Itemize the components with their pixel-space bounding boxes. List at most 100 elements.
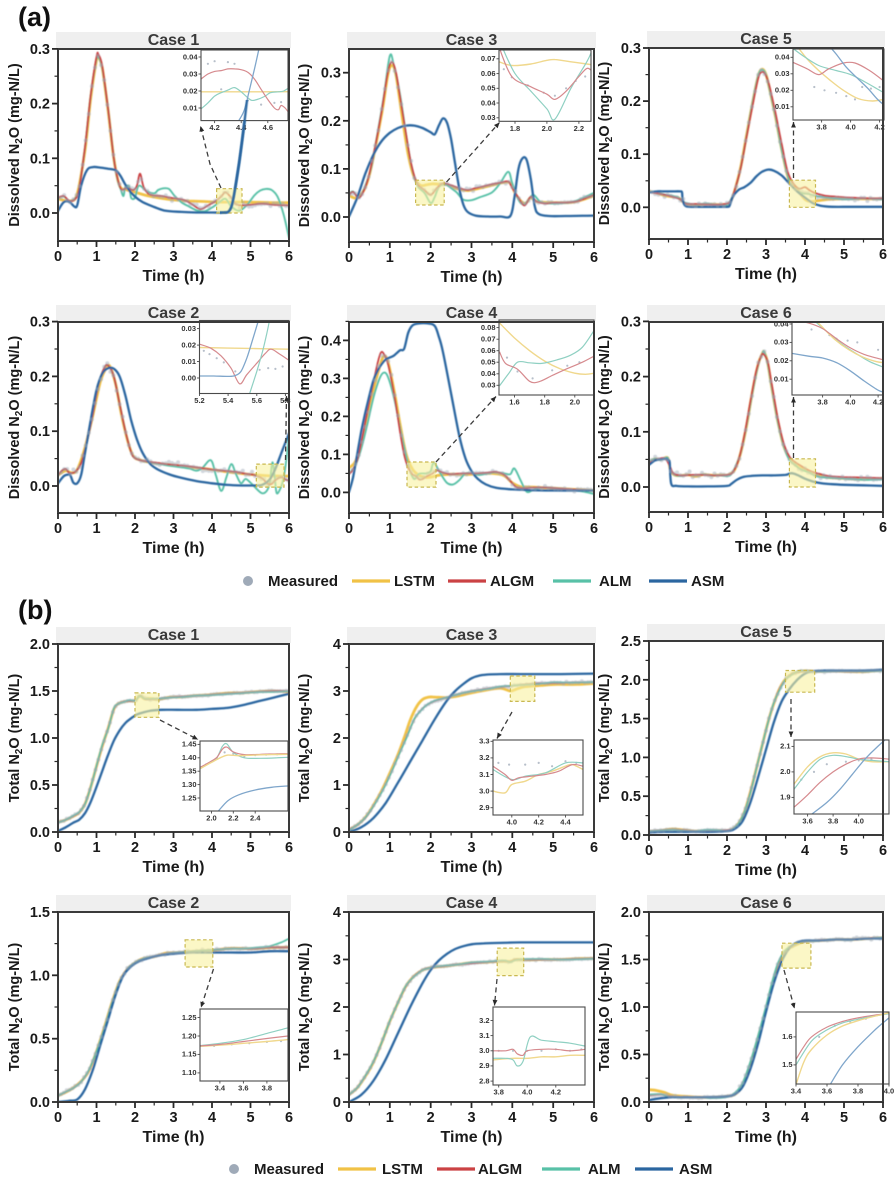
svg-text:0.0: 0.0 xyxy=(621,480,641,496)
svg-text:2: 2 xyxy=(131,840,139,856)
svg-text:0.1: 0.1 xyxy=(621,147,641,163)
svg-text:1: 1 xyxy=(386,840,394,856)
svg-text:0.1: 0.1 xyxy=(321,162,341,178)
svg-text:2: 2 xyxy=(723,247,731,263)
svg-text:Time (h): Time (h) xyxy=(735,862,797,879)
svg-text:(b): (b) xyxy=(18,595,52,625)
svg-text:Time (h): Time (h) xyxy=(143,1129,205,1146)
svg-text:2.0: 2.0 xyxy=(570,398,580,407)
svg-text:5: 5 xyxy=(549,1110,557,1126)
svg-text:4: 4 xyxy=(333,905,341,921)
svg-text:4.0: 4.0 xyxy=(853,817,863,826)
svg-text:6: 6 xyxy=(590,1110,598,1126)
svg-text:Time (h): Time (h) xyxy=(143,540,205,557)
svg-text:6: 6 xyxy=(879,247,887,263)
svg-text:3: 3 xyxy=(467,521,475,537)
svg-text:0: 0 xyxy=(54,249,62,265)
svg-text:2: 2 xyxy=(723,1110,731,1126)
svg-text:0.06: 0.06 xyxy=(481,69,496,78)
svg-text:0.03: 0.03 xyxy=(481,381,496,390)
svg-text:2.0: 2.0 xyxy=(621,905,641,921)
svg-text:0: 0 xyxy=(345,250,353,266)
svg-text:5: 5 xyxy=(549,521,557,537)
svg-text:3.8: 3.8 xyxy=(817,398,827,407)
svg-text:6: 6 xyxy=(879,1110,887,1126)
svg-text:3: 3 xyxy=(333,953,341,969)
svg-text:0.3: 0.3 xyxy=(321,66,341,82)
svg-text:0.01: 0.01 xyxy=(183,103,198,112)
svg-text:4.0: 4.0 xyxy=(522,1088,532,1097)
svg-text:0.3: 0.3 xyxy=(30,315,50,331)
svg-text:0.01: 0.01 xyxy=(774,375,789,384)
svg-text:ASM: ASM xyxy=(691,573,724,590)
svg-text:0.04: 0.04 xyxy=(775,53,790,62)
svg-text:3.6: 3.6 xyxy=(802,817,812,826)
svg-text:0.02: 0.02 xyxy=(775,86,790,95)
svg-text:5: 5 xyxy=(246,1110,254,1126)
svg-text:Case 5: Case 5 xyxy=(740,31,792,48)
svg-text:0.2: 0.2 xyxy=(30,369,50,385)
svg-text:5: 5 xyxy=(246,840,254,856)
svg-text:Total N2O (mg-N/L): Total N2O (mg-N/L) xyxy=(297,674,315,803)
svg-text:2.0: 2.0 xyxy=(206,814,216,823)
svg-text:5: 5 xyxy=(246,521,254,537)
svg-text:4.0: 4.0 xyxy=(845,398,855,407)
svg-text:1.5: 1.5 xyxy=(30,905,50,921)
svg-text:0: 0 xyxy=(345,521,353,537)
svg-text:2: 2 xyxy=(427,250,435,266)
svg-text:3: 3 xyxy=(467,1110,475,1126)
svg-text:0.2: 0.2 xyxy=(621,370,641,386)
svg-text:1.9: 1.9 xyxy=(780,793,790,802)
svg-text:Time (h): Time (h) xyxy=(735,539,797,556)
svg-text:1.6: 1.6 xyxy=(782,1032,792,1041)
svg-text:Case 2: Case 2 xyxy=(148,895,200,912)
svg-text:4.6: 4.6 xyxy=(263,123,273,132)
svg-text:Case 6: Case 6 xyxy=(740,305,792,322)
svg-text:0.3: 0.3 xyxy=(321,371,341,387)
svg-text:1: 1 xyxy=(333,778,341,794)
svg-text:0: 0 xyxy=(645,1110,653,1126)
svg-text:0.07: 0.07 xyxy=(481,335,496,344)
svg-text:Total N2O (mg-N/L): Total N2O (mg-N/L) xyxy=(7,943,25,1072)
svg-text:1.0: 1.0 xyxy=(30,731,50,747)
svg-text:Case 2: Case 2 xyxy=(148,305,200,322)
svg-text:ALM: ALM xyxy=(599,573,632,590)
svg-text:1: 1 xyxy=(92,840,100,856)
svg-text:2.0: 2.0 xyxy=(780,767,790,776)
svg-text:6: 6 xyxy=(285,249,293,265)
svg-text:2.1: 2.1 xyxy=(780,742,790,751)
svg-text:0: 0 xyxy=(54,840,62,856)
svg-text:0.3: 0.3 xyxy=(621,41,641,57)
svg-text:Case 4: Case 4 xyxy=(446,305,498,322)
svg-text:3: 3 xyxy=(467,840,475,856)
svg-text:6: 6 xyxy=(590,250,598,266)
svg-text:5: 5 xyxy=(840,843,848,859)
svg-text:Time (h): Time (h) xyxy=(143,268,205,285)
svg-text:Dissolved N2O (mg-N/L): Dissolved N2O (mg-N/L) xyxy=(7,63,25,227)
svg-text:0.2: 0.2 xyxy=(30,97,50,113)
svg-text:2: 2 xyxy=(131,521,139,537)
svg-text:3: 3 xyxy=(762,1110,770,1126)
svg-text:2.8: 2.8 xyxy=(479,1076,489,1085)
svg-text:5.2: 5.2 xyxy=(194,396,204,405)
svg-text:0: 0 xyxy=(333,1095,341,1111)
svg-text:4: 4 xyxy=(801,843,809,859)
svg-text:0: 0 xyxy=(645,843,653,859)
svg-text:0.0: 0.0 xyxy=(621,828,641,844)
svg-text:0.1: 0.1 xyxy=(621,425,641,441)
svg-text:Dissolved N2O (mg-N/L): Dissolved N2O (mg-N/L) xyxy=(597,62,615,226)
svg-text:2.0: 2.0 xyxy=(621,673,641,689)
svg-text:1.25: 1.25 xyxy=(182,1013,197,1022)
svg-text:3.3: 3.3 xyxy=(479,737,489,746)
svg-text:2.0: 2.0 xyxy=(542,124,552,133)
svg-text:4.2: 4.2 xyxy=(873,398,883,407)
svg-text:Time (h): Time (h) xyxy=(735,266,797,283)
svg-text:ALGM: ALGM xyxy=(490,573,534,590)
svg-text:LSTM: LSTM xyxy=(382,1161,423,1178)
svg-text:0.3: 0.3 xyxy=(30,42,50,58)
svg-text:6: 6 xyxy=(285,1110,293,1126)
svg-text:3.1: 3.1 xyxy=(479,770,489,779)
svg-text:1: 1 xyxy=(684,1110,692,1126)
svg-text:3: 3 xyxy=(762,520,770,536)
svg-text:ALM: ALM xyxy=(588,1161,621,1178)
